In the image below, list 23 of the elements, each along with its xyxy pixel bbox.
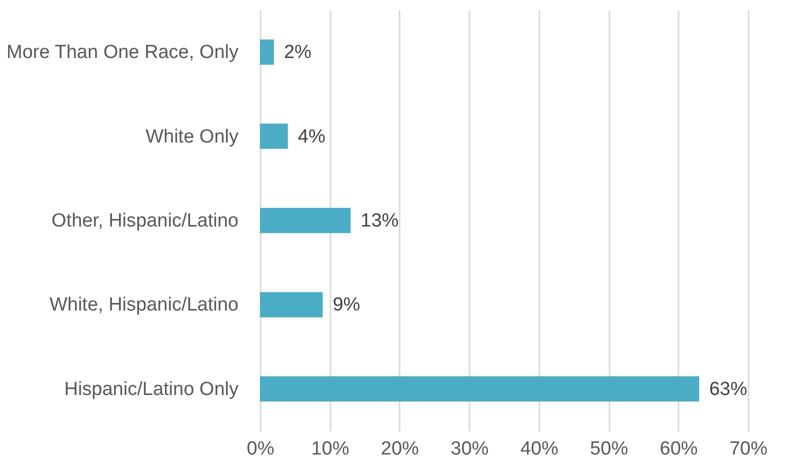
y-tick-label: White, Hispanic/Latino <box>49 294 238 316</box>
data-label: 4% <box>298 126 326 148</box>
data-label: 63% <box>709 378 748 400</box>
x-tick-label: 40% <box>520 438 558 460</box>
bar <box>260 376 700 402</box>
data-label: 9% <box>332 294 360 316</box>
x-tick-label: 30% <box>450 438 489 460</box>
data-label: 2% <box>284 42 312 64</box>
bar <box>260 39 274 65</box>
bar <box>260 292 323 318</box>
y-tick-label: Other, Hispanic/Latino <box>52 210 238 232</box>
x-tick-label: 50% <box>590 438 628 460</box>
x-tick-label: 60% <box>660 438 698 460</box>
x-tick-label: 0% <box>246 438 274 460</box>
x-tick-label: 10% <box>311 438 350 460</box>
bar <box>260 208 351 234</box>
y-tick-label: More Than One Race, Only <box>6 42 239 64</box>
y-tick-label: White Only <box>146 126 239 148</box>
x-tick-label: 70% <box>729 438 768 460</box>
data-label: 13% <box>360 210 399 232</box>
bar <box>260 124 288 149</box>
y-tick-label: Hispanic/Latino Only <box>64 378 239 400</box>
x-tick-label: 20% <box>380 438 420 460</box>
